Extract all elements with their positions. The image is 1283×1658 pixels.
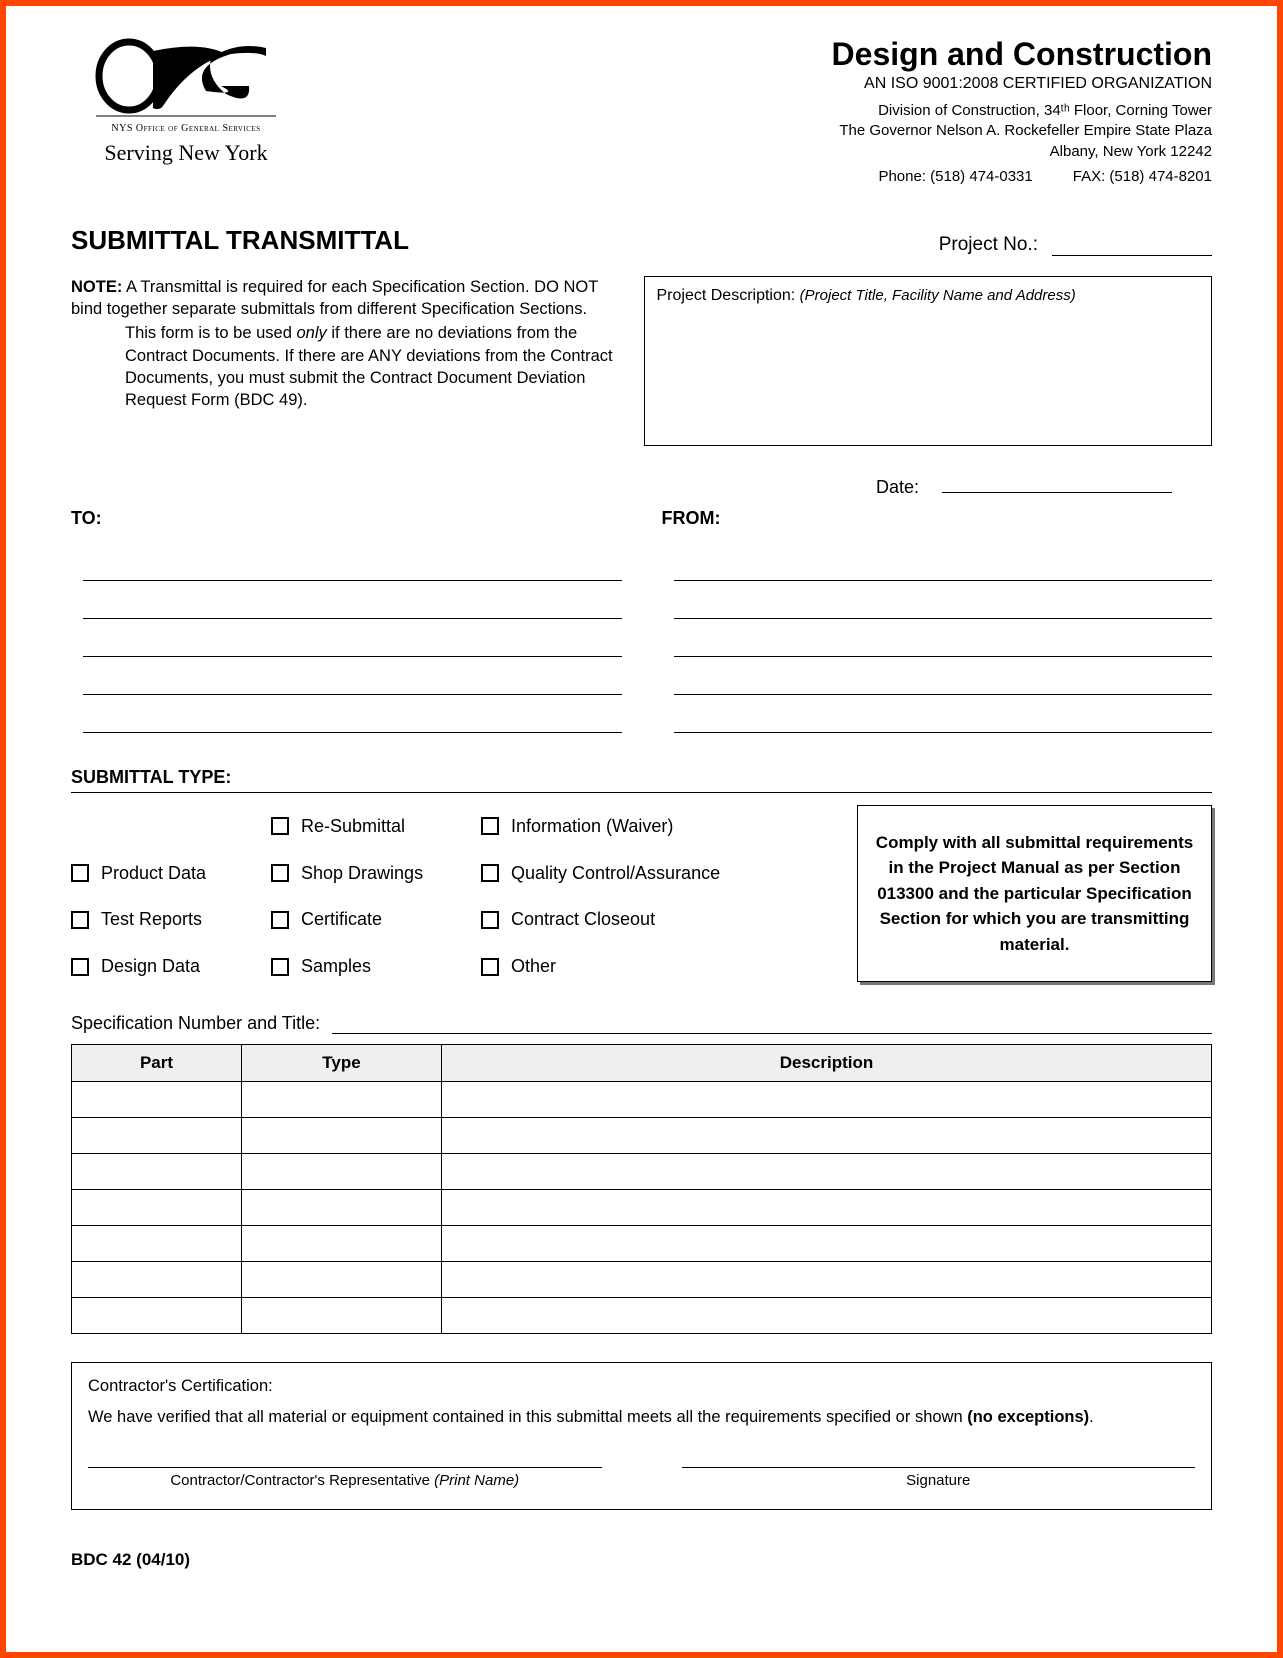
checkbox-icon[interactable]: [271, 911, 289, 929]
chk-design-data[interactable]: Design Data: [71, 951, 271, 982]
col-description: Description: [442, 1045, 1212, 1082]
chk-information-waiver[interactable]: Information (Waiver): [481, 811, 839, 842]
from-column: FROM:: [662, 508, 1213, 737]
project-no-field: Project No.:: [939, 234, 1212, 256]
signature-row: Contractor/Contractor's Representative (…: [88, 1467, 1195, 1489]
chk-re-submittal[interactable]: Re-Submittal: [271, 811, 481, 842]
chk-test-reports[interactable]: Test Reports: [71, 905, 271, 936]
to-from-row: TO: FROM:: [71, 508, 1212, 737]
from-line[interactable]: [674, 699, 1213, 733]
table-row[interactable]: [72, 1298, 1212, 1334]
to-line[interactable]: [83, 623, 622, 657]
chk-shop-drawings[interactable]: Shop Drawings: [271, 858, 481, 889]
org-fax: FAX: (518) 474-8201: [1073, 168, 1212, 185]
checkbox-icon[interactable]: [271, 864, 289, 882]
date-input[interactable]: [942, 471, 1172, 493]
to-column: TO:: [71, 508, 622, 737]
from-line[interactable]: [674, 661, 1213, 695]
checkbox-icon[interactable]: [271, 958, 289, 976]
checkbox-icon[interactable]: [481, 817, 499, 835]
chk-quality-control[interactable]: Quality Control/Assurance: [481, 858, 839, 889]
certification-box: Contractor's Certification: We have veri…: [71, 1362, 1212, 1510]
checkbox-icon[interactable]: [271, 817, 289, 835]
to-line[interactable]: [83, 699, 622, 733]
cert-text: We have verified that all material or eq…: [88, 1408, 1195, 1427]
checkbox-icon[interactable]: [481, 958, 499, 976]
org-info: Design and Construction AN ISO 9001:2008…: [832, 36, 1212, 185]
header: NYS Office of General Services Serving N…: [71, 36, 1212, 185]
logo-subtext: NYS Office of General Services: [111, 123, 260, 134]
logo-block: NYS Office of General Services Serving N…: [71, 36, 301, 166]
table-row[interactable]: [72, 1154, 1212, 1190]
table-row[interactable]: [72, 1082, 1212, 1118]
note-desc-row: NOTE: A Transmittal is required for each…: [71, 276, 1212, 446]
org-phone: Phone: (518) 474-0331: [878, 168, 1032, 185]
form-code: BDC 42 (04/10): [71, 1550, 1212, 1570]
table-row[interactable]: [72, 1118, 1212, 1154]
org-title: Design and Construction: [832, 36, 1212, 73]
note-label: NOTE:: [71, 278, 122, 296]
checkbox-icon[interactable]: [71, 958, 89, 976]
to-line[interactable]: [83, 585, 622, 619]
parts-table: Part Type Description: [71, 1044, 1212, 1334]
table-row[interactable]: [72, 1226, 1212, 1262]
chk-other[interactable]: Other: [481, 951, 839, 982]
submittal-type-section: Re-Submittal Information (Waiver) Produc…: [71, 805, 1212, 983]
ogs-logo-icon: [91, 36, 281, 121]
table-row[interactable]: [72, 1262, 1212, 1298]
checkbox-icon[interactable]: [71, 911, 89, 929]
checkbox-icon[interactable]: [71, 864, 89, 882]
chk-product-data[interactable]: Product Data: [71, 858, 271, 889]
col-part: Part: [72, 1045, 242, 1082]
from-line[interactable]: [674, 623, 1213, 657]
note-paragraph: This form is to be used only if there ar…: [125, 322, 614, 411]
checkbox-icon[interactable]: [481, 864, 499, 882]
logo-tagline: Serving New York: [104, 140, 267, 166]
project-no-input[interactable]: [1052, 234, 1212, 256]
form-page: NYS Office of General Services Serving N…: [0, 0, 1283, 1658]
date-row: Date:: [71, 471, 1212, 498]
to-line[interactable]: [83, 547, 622, 581]
signature-field[interactable]: Signature: [682, 1467, 1196, 1489]
from-line[interactable]: [674, 547, 1213, 581]
chk-contract-closeout[interactable]: Contract Closeout: [481, 905, 839, 936]
note-block: NOTE: A Transmittal is required for each…: [71, 276, 614, 446]
spec-number-input[interactable]: [332, 1012, 1212, 1034]
cert-title: Contractor's Certification:: [88, 1377, 1195, 1396]
spec-number-row: Specification Number and Title:: [71, 1012, 1212, 1034]
checkbox-icon[interactable]: [481, 911, 499, 929]
print-name-field[interactable]: Contractor/Contractor's Representative (…: [88, 1467, 602, 1489]
project-description-box[interactable]: Project Description: (Project Title, Fac…: [644, 276, 1213, 446]
comply-notice-box: Comply with all submittal requirements i…: [857, 805, 1212, 983]
org-address: Division of Construction, 34ᵗʰ Floor, Co…: [832, 101, 1212, 162]
title-row: SUBMITTAL TRANSMITTAL Project No.:: [71, 225, 1212, 256]
col-type: Type: [242, 1045, 442, 1082]
submittal-type-grid: Re-Submittal Information (Waiver) Produc…: [71, 805, 839, 983]
submittal-type-heading: SUBMITTAL TYPE:: [71, 767, 1212, 793]
form-title: SUBMITTAL TRANSMITTAL: [71, 225, 409, 256]
to-line[interactable]: [83, 661, 622, 695]
table-row[interactable]: [72, 1190, 1212, 1226]
org-cert: AN ISO 9001:2008 CERTIFIED ORGANIZATION: [832, 75, 1212, 93]
from-line[interactable]: [674, 585, 1213, 619]
chk-certificate[interactable]: Certificate: [271, 905, 481, 936]
chk-samples[interactable]: Samples: [271, 951, 481, 982]
org-contact: Phone: (518) 474-0331 FAX: (518) 474-820…: [832, 168, 1212, 185]
